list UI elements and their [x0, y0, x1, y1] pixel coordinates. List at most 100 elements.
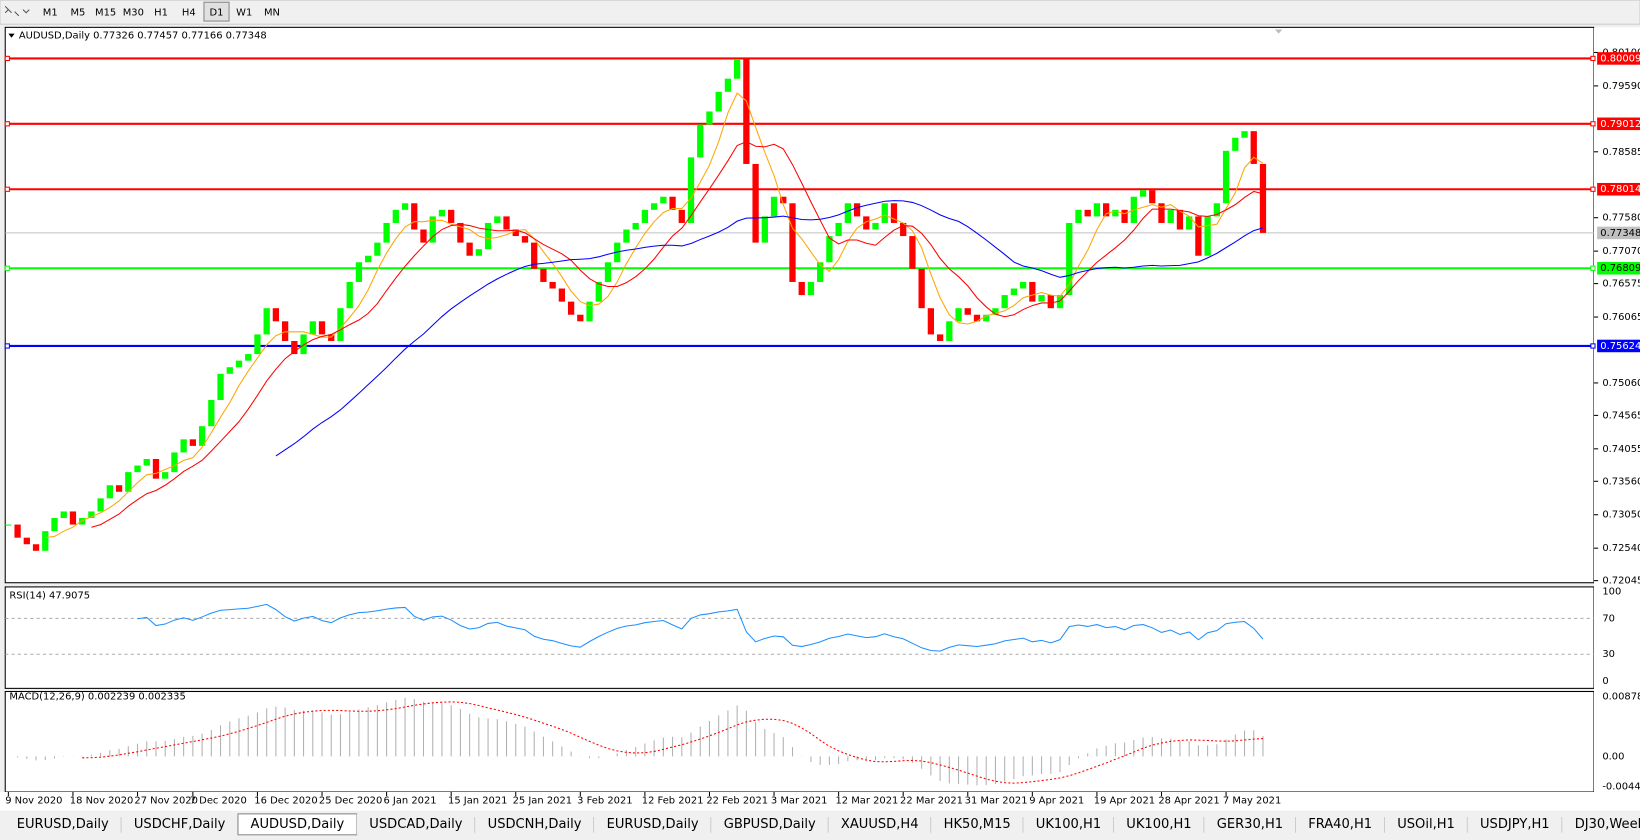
timeframe-button[interactable] [203, 1, 230, 22]
timeframe-button[interactable] [231, 2, 257, 22]
timeframe-label[interactable]: M30 [123, 8, 144, 19]
timeframe-button[interactable] [176, 2, 202, 22]
candle [992, 308, 999, 315]
tab[interactable] [1113, 813, 1205, 835]
timeframe-label[interactable]: H4 [182, 8, 196, 19]
tab[interactable] [1562, 813, 1640, 835]
candle [1019, 281, 1027, 289]
tab-label[interactable]: HK50,M15 [944, 817, 1011, 832]
date-label: 9 Apr 2021 [1029, 795, 1084, 806]
tab-label[interactable]: EURUSD,Daily [607, 817, 699, 832]
tab[interactable] [356, 813, 476, 835]
tab-label[interactable]: USDCHF,Daily [134, 817, 226, 832]
tab[interactable] [1467, 813, 1563, 835]
rsi-tick-label: 100 [1602, 586, 1621, 597]
candle [650, 203, 658, 210]
price-axis [1593, 27, 1640, 792]
tab-label[interactable]: XAUUSD,H4 [841, 817, 919, 832]
tab[interactable] [828, 813, 932, 835]
candle [955, 308, 962, 322]
timeframe-label[interactable]: M5 [70, 8, 85, 19]
timeframe-button[interactable] [259, 2, 285, 22]
candle [88, 511, 95, 519]
level-handle[interactable] [1590, 265, 1596, 271]
tab[interactable] [121, 813, 238, 835]
level-handle[interactable] [1590, 121, 1596, 127]
tab-label[interactable]: USDCNH,Daily [488, 817, 582, 832]
level-handle[interactable] [4, 55, 10, 62]
date-label: 3 Feb 2021 [577, 795, 632, 806]
tab[interactable] [711, 813, 829, 835]
tab-label[interactable]: USDCAD,Daily [369, 817, 462, 832]
candle [429, 216, 436, 243]
timeframe-button[interactable] [65, 2, 91, 22]
candle [964, 308, 971, 315]
level-handle[interactable] [1590, 55, 1596, 62]
level-handle[interactable] [1590, 343, 1596, 349]
tab[interactable] [931, 813, 1024, 835]
timeframe-button[interactable] [120, 2, 146, 22]
candle [189, 439, 197, 446]
macd-tick-label: 0.008782 [1602, 692, 1640, 703]
timeframe-button[interactable] [37, 2, 63, 22]
timeframe-label[interactable]: H1 [154, 8, 168, 19]
candle [918, 268, 925, 309]
tab-label[interactable]: GBPUSD,Daily [724, 817, 816, 832]
timeframe-label[interactable]: M1 [43, 8, 58, 19]
tab[interactable] [475, 813, 595, 835]
toolbar-icon[interactable] [4, 6, 30, 17]
tab-label[interactable]: USOil,H1 [1397, 817, 1455, 832]
rsi-tick-label: 0 [1602, 676, 1608, 687]
candle [1112, 209, 1119, 217]
level-box [1597, 52, 1640, 65]
candle [706, 111, 713, 125]
candle [79, 518, 86, 525]
timeframe-button[interactable] [148, 2, 174, 22]
tab[interactable] [1023, 813, 1114, 835]
header-arrow[interactable] [8, 33, 15, 38]
candle [106, 485, 113, 499]
tab-label[interactable]: DJ30,Weekly [1575, 817, 1640, 832]
tab-label[interactable]: AUDUSD,Daily [251, 817, 345, 832]
timeframe-button[interactable] [93, 2, 119, 22]
rsi-tick-label: 70 [1602, 613, 1615, 624]
tab[interactable] [4, 813, 122, 835]
level-handle[interactable] [4, 343, 10, 349]
tab-label[interactable]: UK100,H1 [1126, 817, 1191, 832]
level-handle[interactable] [4, 186, 10, 192]
candle [1093, 203, 1101, 217]
level-box [1597, 182, 1640, 196]
level-handle[interactable] [1590, 186, 1596, 192]
candle [1066, 222, 1073, 296]
candle [208, 399, 215, 427]
price-tick-label: 0.72045 [1602, 576, 1640, 587]
candle [272, 308, 280, 322]
candle [872, 222, 879, 230]
tab[interactable] [594, 813, 712, 835]
rsi-line [137, 603, 1264, 652]
tab-label[interactable]: UK100,H1 [1036, 817, 1101, 832]
date-label: 22 Mar 2021 [900, 795, 963, 806]
candle [475, 249, 482, 256]
candle [881, 203, 888, 223]
timeframe-label[interactable]: M15 [95, 8, 116, 19]
ma-fast [45, 92, 1264, 539]
timeframe-label[interactable]: MN [264, 8, 280, 19]
tab[interactable] [1204, 813, 1296, 835]
tab-label[interactable]: USDJPY,H1 [1480, 817, 1550, 832]
tab-label[interactable]: FRA40,H1 [1308, 817, 1372, 832]
timeframe-label[interactable]: W1 [236, 8, 252, 19]
price-tick-label: 0.74055 [1602, 444, 1640, 455]
tab-label[interactable]: GER30,H1 [1217, 817, 1283, 832]
price-tick-label: 0.72540 [1602, 543, 1640, 554]
level-handle[interactable] [4, 121, 10, 127]
date-label: 25 Jan 2021 [513, 795, 572, 806]
price-tick-label: 0.75060 [1602, 378, 1640, 389]
candle [1084, 209, 1091, 217]
level-handle[interactable] [4, 265, 10, 271]
timeframe-label[interactable]: D1 [210, 8, 224, 19]
candle [1149, 190, 1156, 204]
tab[interactable] [1384, 813, 1468, 835]
tab-label[interactable]: EURUSD,Daily [17, 817, 109, 832]
tab[interactable] [1295, 813, 1385, 835]
